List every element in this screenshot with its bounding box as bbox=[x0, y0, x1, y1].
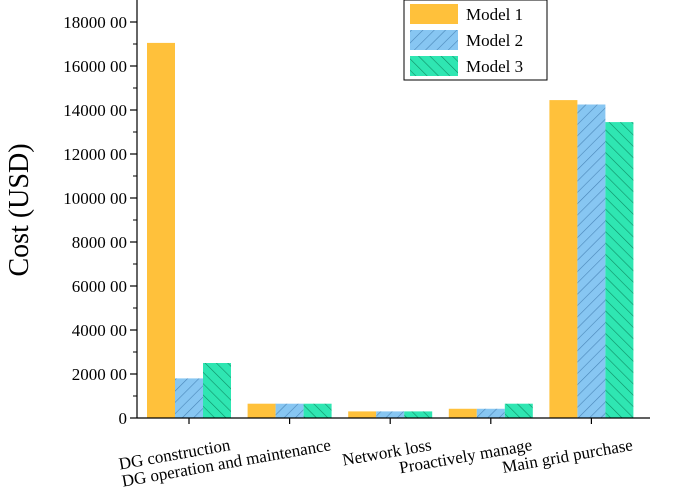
legend: Model 1 Model 2 Model 3 bbox=[403, 0, 548, 81]
legend-label: Model 1 bbox=[466, 5, 523, 24]
bars bbox=[147, 42, 634, 419]
bar-model-2 bbox=[376, 411, 405, 418]
y-tick-label: 4000 00 bbox=[72, 321, 127, 340]
y-tick-label: 12000 00 bbox=[63, 145, 127, 164]
y-tick-label: 2000 00 bbox=[72, 365, 127, 384]
legend-swatch-model-3 bbox=[410, 56, 458, 76]
y-tick-label: 10000 00 bbox=[63, 189, 127, 208]
bar-model-3 bbox=[303, 403, 332, 418]
bar-model-2 bbox=[577, 104, 606, 418]
bar-model-2 bbox=[275, 403, 304, 418]
y-tick-label: 8000 00 bbox=[72, 233, 127, 252]
legend-label: Model 2 bbox=[466, 31, 523, 50]
bar-model-2 bbox=[175, 378, 203, 418]
bar-model-3 bbox=[504, 403, 533, 418]
legend-label: Model 3 bbox=[466, 57, 523, 76]
y-tick-label: 16000 00 bbox=[63, 57, 127, 76]
legend-swatch-model-1 bbox=[410, 4, 458, 24]
legend-swatch-model-2 bbox=[410, 30, 458, 50]
bar-model-1 bbox=[549, 100, 578, 418]
bar-model-3 bbox=[203, 363, 231, 418]
y-tick-label: 0 bbox=[119, 409, 128, 428]
y-axis-title: Cost (USD) bbox=[4, 143, 35, 276]
bar-model-1 bbox=[247, 403, 276, 418]
bar-model-1 bbox=[348, 411, 377, 418]
bar-model-1 bbox=[448, 408, 477, 418]
bar-model-1 bbox=[147, 42, 175, 419]
y-tick-label: 14000 00 bbox=[63, 101, 127, 120]
y-tick-label: 6000 00 bbox=[72, 277, 127, 296]
y-tick-label: 18000 00 bbox=[63, 13, 127, 32]
y-axis-ticks: 0 2000 00 4000 00 6000 00 8000 00 10000 00 120… bbox=[63, 13, 137, 428]
bar-model-3 bbox=[404, 411, 433, 418]
bar-model-2 bbox=[476, 408, 505, 418]
bar-model-3 bbox=[605, 122, 634, 418]
